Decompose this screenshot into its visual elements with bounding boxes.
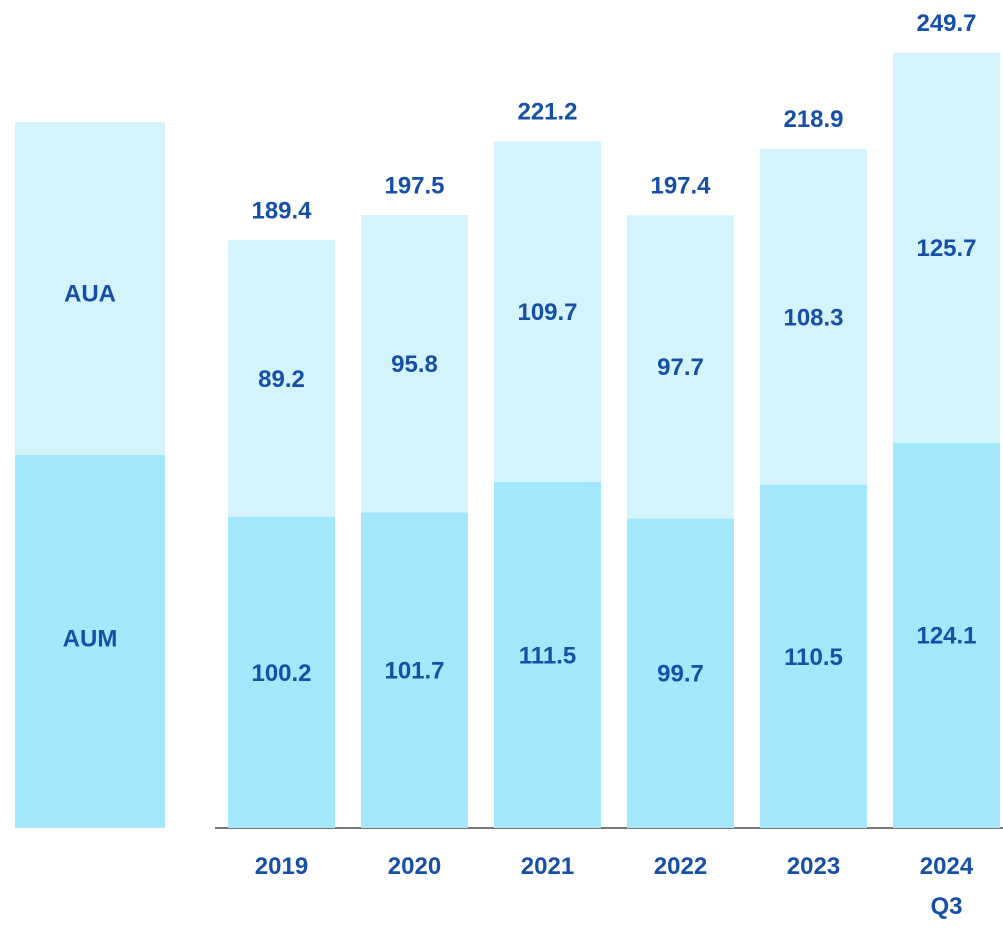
total-label: 249.7 [916, 10, 976, 37]
bar-segment [893, 52, 1000, 443]
legend-label: AUA [64, 280, 116, 307]
bar-segment [893, 442, 1000, 828]
x-tick-label-line: 2024 [920, 853, 974, 880]
x-tick-label-line: 2019 [255, 853, 308, 880]
total-label: 218.9 [783, 106, 843, 133]
legend-label: AUM [63, 625, 118, 652]
value-label: 109.7 [517, 299, 577, 326]
bar-segment [228, 240, 335, 517]
legend-swatch [15, 455, 165, 828]
value-label: 100.2 [251, 660, 311, 687]
x-tick-label-line: 2023 [787, 853, 840, 880]
x-tick-label: 2019 [255, 853, 308, 880]
bar-segment [760, 485, 867, 828]
legend-swatch [15, 122, 165, 455]
value-label: 95.8 [391, 351, 438, 378]
bar-segment [627, 215, 734, 519]
x-tick-label-line: 2021 [521, 853, 574, 880]
x-tick-label: 2023 [787, 853, 840, 880]
value-label: 111.5 [519, 642, 576, 669]
x-tick-label: 2022 [654, 853, 707, 880]
bar-segment [760, 148, 867, 486]
value-label: 108.3 [783, 304, 843, 331]
total-label: 221.2 [517, 99, 577, 126]
value-label: 101.7 [384, 658, 444, 685]
value-label: 124.1 [916, 623, 976, 650]
x-tick-label: 2020 [388, 853, 441, 880]
x-tick-label-line: 2022 [654, 853, 707, 880]
bar-segment [494, 481, 601, 828]
total-label: 189.4 [251, 197, 312, 224]
total-label: 197.4 [650, 173, 711, 200]
bar-segment [228, 516, 335, 828]
x-tick-label-line: 2020 [388, 853, 441, 880]
bar-segment [361, 214, 468, 513]
x-tick-label: 2024 Q3 [920, 853, 974, 920]
value-label: 125.7 [916, 235, 976, 262]
value-label: 99.7 [657, 661, 704, 688]
bar-segment [494, 141, 601, 482]
value-label: 97.7 [657, 354, 704, 381]
total-label: 197.5 [384, 172, 444, 199]
value-label: 110.5 [784, 644, 843, 671]
x-tick-label-line: Q3 [930, 893, 962, 920]
bar-segment [627, 518, 734, 828]
bar-segment [361, 512, 468, 828]
x-tick-label: 2021 [521, 853, 574, 880]
value-label: 89.2 [258, 366, 305, 393]
